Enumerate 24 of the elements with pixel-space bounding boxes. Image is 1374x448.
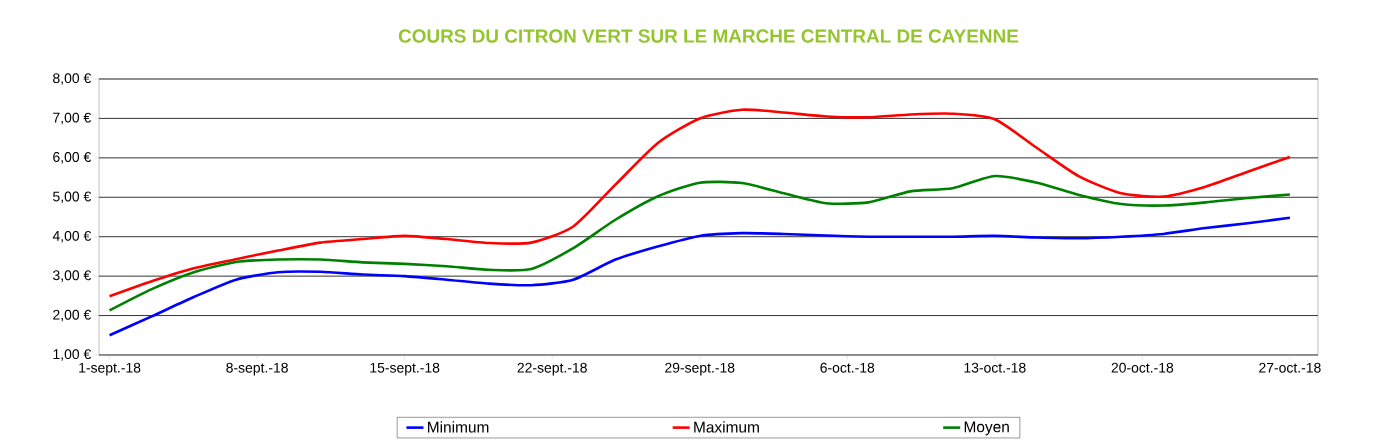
chart-title: COURS DU CITRON VERT SUR LE MARCHE CENTRAL DE CAYENNE	[398, 29, 1019, 43]
y-tick-label: 5,00 €	[53, 191, 92, 204]
x-tick-label: 6-oct.-18	[820, 362, 875, 373]
x-tick-label: 20-oct.-18	[1111, 362, 1174, 373]
y-tick-label: 8,00 €	[53, 73, 92, 85]
y-tick-label: 1,00 €	[53, 349, 92, 361]
y-tick-label: 4,00 €	[52, 230, 92, 243]
x-tick-label: 27-oct.-18	[1259, 362, 1321, 373]
x-tick-label: 13-oct.-18	[964, 362, 1026, 373]
x-tick-label: 15-sept.-18	[370, 362, 440, 376]
line-series	[108, 108, 1292, 298]
line-series	[108, 174, 1292, 312]
line-series	[108, 216, 1292, 337]
x-tick-label: 8-sept.-18	[226, 362, 288, 376]
x-tick-label: 29-sept.-18	[665, 362, 735, 376]
y-tick-label: 7,00 €	[53, 112, 92, 125]
y-tick-label: 3,00 €	[53, 270, 92, 282]
legend-label: Minimum	[428, 421, 489, 433]
x-tick-label: 1-sept.-18	[79, 362, 141, 376]
legend-label: Maximum	[694, 421, 759, 433]
legend-label: Moyen	[964, 421, 1009, 436]
x-tick-label: 22-sept.-18	[517, 362, 587, 376]
y-tick-label: 2,00 €	[53, 309, 92, 322]
y-tick-label: 6,00 €	[53, 152, 92, 164]
